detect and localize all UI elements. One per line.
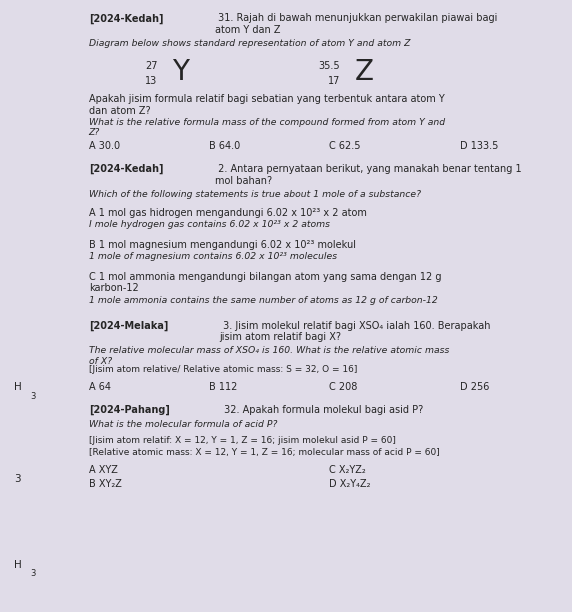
Text: 2. Antara pernyataan berikut, yang manakah benar tentang 1
mol bahan?: 2. Antara pernyataan berikut, yang manak… — [214, 164, 521, 185]
Text: D 256: D 256 — [460, 382, 490, 392]
Text: C 62.5: C 62.5 — [329, 141, 360, 151]
Text: I mole hydrogen gas contains 6.02 x 10²³ x 2 atoms: I mole hydrogen gas contains 6.02 x 10²³… — [89, 220, 329, 230]
Text: [2024-Melaka]: [2024-Melaka] — [89, 321, 168, 331]
Text: Which of the following statements is true about 1 mole of a substance?: Which of the following statements is tru… — [89, 190, 420, 199]
Text: A 30.0: A 30.0 — [89, 141, 120, 151]
Text: [2024-Pahang]: [2024-Pahang] — [89, 405, 169, 416]
Text: D X₂Y₄Z₂: D X₂Y₄Z₂ — [329, 479, 371, 488]
Text: 3: 3 — [30, 392, 35, 401]
Text: 27: 27 — [145, 61, 157, 70]
Text: [Jisim atom relative/ Relative atomic mass: S = 32, O = 16]: [Jisim atom relative/ Relative atomic ma… — [89, 365, 357, 374]
Text: A XYZ: A XYZ — [89, 465, 117, 475]
Text: 3. Jisim molekul relatif bagi XSO₄ ialah 160. Berapakah
jisim atom relatif bagi : 3. Jisim molekul relatif bagi XSO₄ ialah… — [220, 321, 490, 342]
Text: 32. Apakah formula molekul bagi asid P?: 32. Apakah formula molekul bagi asid P? — [221, 405, 423, 415]
Text: C 208: C 208 — [329, 382, 358, 392]
Text: Y: Y — [172, 58, 189, 86]
Text: 17: 17 — [328, 76, 340, 86]
Text: Z: Z — [355, 58, 374, 86]
Text: B XY₂Z: B XY₂Z — [89, 479, 121, 488]
Text: The relative molecular mass of XSO₄ is 160. What is the relative atomic mass
of : The relative molecular mass of XSO₄ is 1… — [89, 346, 449, 366]
Text: D 133.5: D 133.5 — [460, 141, 499, 151]
Text: 1 mole of magnesium contains 6.02 x 10²³ molecules: 1 mole of magnesium contains 6.02 x 10²³… — [89, 252, 337, 261]
Text: C 1 mol ammonia mengandungi bilangan atom yang sama dengan 12 g
karbon-12: C 1 mol ammonia mengandungi bilangan ato… — [89, 272, 441, 293]
Text: Diagram below shows standard representation of atom Y and atom Z: Diagram below shows standard representat… — [89, 39, 410, 48]
Text: C X₂YZ₂: C X₂YZ₂ — [329, 465, 366, 475]
Text: A 1 mol gas hidrogen mengandungi 6.02 x 10²³ x 2 atom: A 1 mol gas hidrogen mengandungi 6.02 x … — [89, 208, 367, 218]
Text: [2024-Kedah]: [2024-Kedah] — [89, 164, 163, 174]
Text: What is the relative formula mass of the compound formed from atom Y and
Z?: What is the relative formula mass of the… — [89, 118, 445, 137]
Text: 31. Rajah di bawah menunjukkan perwakilan piawai bagi
atom Y dan Z: 31. Rajah di bawah menunjukkan perwakila… — [214, 13, 497, 35]
Text: 13: 13 — [145, 76, 157, 86]
Text: B 112: B 112 — [209, 382, 237, 392]
Text: [Relative atomic mass: X = 12, Y = 1, Z = 16; molecular mass of acid P = 60]: [Relative atomic mass: X = 12, Y = 1, Z … — [89, 448, 439, 457]
Text: B 1 mol magnesium mengandungi 6.02 x 10²³ molekul: B 1 mol magnesium mengandungi 6.02 x 10²… — [89, 240, 356, 250]
Text: What is the molecular formula of acid P?: What is the molecular formula of acid P? — [89, 420, 277, 430]
Text: A 64: A 64 — [89, 382, 110, 392]
Text: 1 mole ammonia contains the same number of atoms as 12 g of carbon-12: 1 mole ammonia contains the same number … — [89, 296, 438, 305]
Text: [Jisim atom relatif: X = 12, Y = 1, Z = 16; jisim molekul asid P = 60]: [Jisim atom relatif: X = 12, Y = 1, Z = … — [89, 436, 395, 445]
Text: B 64.0: B 64.0 — [209, 141, 240, 151]
Text: H: H — [14, 560, 22, 570]
Text: [2024-Kedah]: [2024-Kedah] — [89, 13, 163, 24]
Text: Apakah jisim formula relatif bagi sebatian yang terbentuk antara atom Y
dan atom: Apakah jisim formula relatif bagi sebati… — [89, 94, 444, 116]
Text: 3: 3 — [30, 569, 35, 578]
Text: 3: 3 — [14, 474, 21, 484]
Text: H: H — [14, 382, 22, 392]
Text: 35.5: 35.5 — [319, 61, 340, 70]
